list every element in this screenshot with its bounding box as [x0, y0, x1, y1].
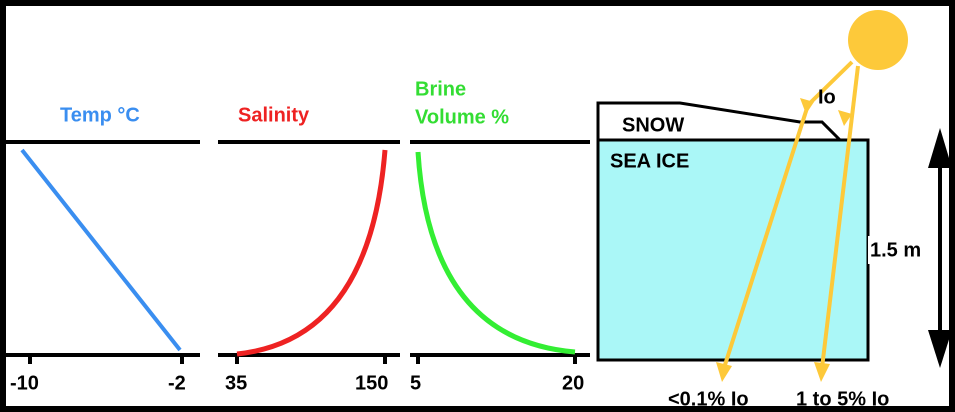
snow-label: SNOW: [622, 114, 684, 136]
panel-title: Volume %: [415, 106, 509, 128]
thickness-arrow: [928, 128, 952, 368]
salinity-profile: [236, 149, 388, 357]
ice-label: SEA ICE: [610, 150, 689, 172]
tick-label: 150: [355, 372, 388, 394]
transmitted-label: 1 to 5% Io: [796, 388, 889, 410]
brine-profile: [415, 151, 576, 355]
tick-label: -2: [168, 372, 186, 394]
sea-ice: [596, 138, 870, 362]
incident-label: Io: [818, 86, 836, 108]
thickness-label: 1.5 m: [870, 239, 921, 261]
tick-label: 5: [410, 372, 421, 394]
transmitted-label: <0.1% Io: [668, 388, 749, 410]
sun: [848, 10, 908, 70]
panel-title: Temp °C: [60, 104, 140, 126]
tick-label: -10: [10, 372, 39, 394]
snow: [596, 101, 842, 142]
tick-label: 20: [562, 372, 584, 394]
light-rays: [716, 60, 860, 382]
panel-title: Brine: [415, 78, 466, 100]
axes: [0, 140, 590, 364]
panel-title: Salinity: [238, 104, 310, 126]
label-bg: [868, 236, 934, 264]
temp-profile: [20, 148, 182, 352]
tick-label: 35: [225, 372, 247, 394]
